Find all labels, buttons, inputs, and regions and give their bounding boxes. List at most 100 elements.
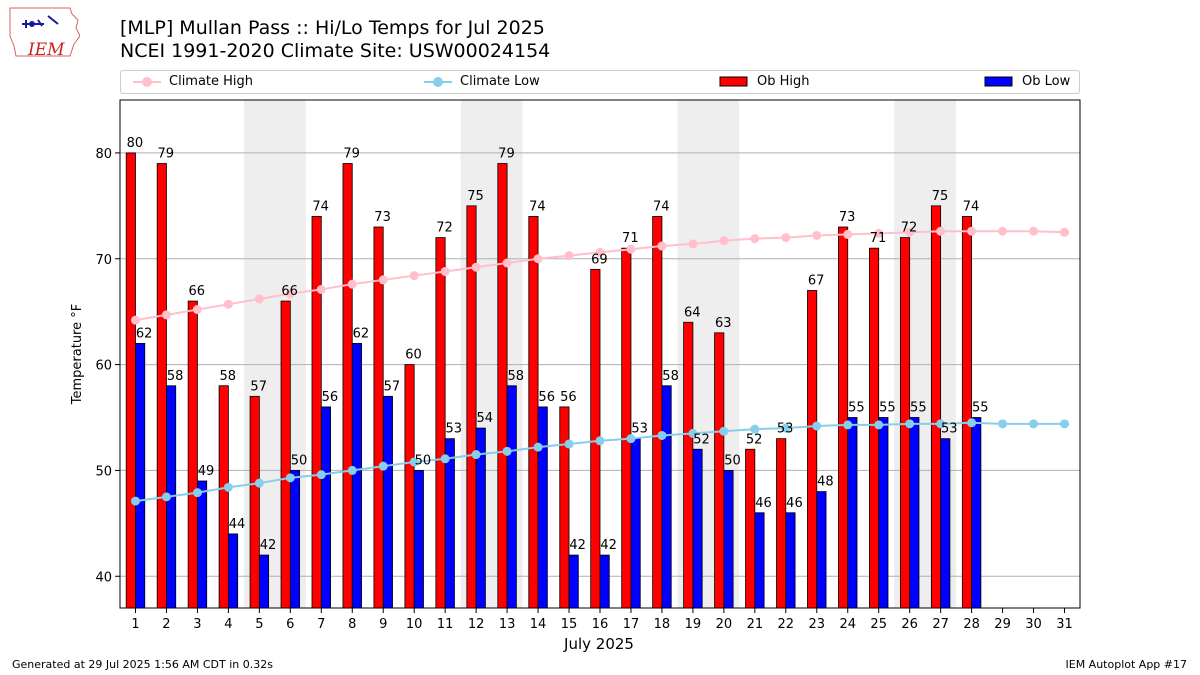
legend-ob-low: Ob Low bbox=[984, 74, 1070, 89]
climate-high-point bbox=[967, 226, 977, 236]
bar-ob-high bbox=[961, 216, 973, 609]
climate-low-point bbox=[719, 426, 729, 436]
climate-low-point bbox=[843, 420, 853, 430]
x-tick-label: 24 bbox=[839, 617, 856, 632]
label-ob-high: 71 bbox=[622, 231, 639, 246]
climate-low-point bbox=[316, 470, 326, 480]
climate-low-point bbox=[409, 457, 419, 467]
label-ob-low: 50 bbox=[724, 453, 741, 468]
x-axis-label: July 2025 bbox=[563, 635, 634, 653]
label-ob-low: 58 bbox=[662, 369, 679, 384]
climate-high-point bbox=[812, 230, 822, 240]
label-ob-low: 50 bbox=[291, 453, 308, 468]
label-ob-low: 46 bbox=[755, 496, 772, 511]
legend-climate-low: Climate Low bbox=[424, 74, 540, 89]
line-marker-icon bbox=[133, 76, 161, 87]
climate-high-point bbox=[1060, 227, 1070, 237]
label-ob-low: 56 bbox=[322, 390, 339, 405]
iem-logo: IEM bbox=[8, 6, 81, 60]
bar-ob-low bbox=[971, 417, 982, 609]
label-ob-high: 74 bbox=[312, 199, 329, 214]
label-ob-low: 42 bbox=[569, 538, 586, 553]
bar-ob-low bbox=[785, 512, 796, 609]
climate-high-point bbox=[223, 299, 233, 309]
bar-swatch-icon bbox=[984, 76, 1013, 86]
bar-ob-high bbox=[714, 332, 725, 609]
bar-ob-high bbox=[528, 216, 539, 609]
legend-label: Ob High bbox=[757, 74, 810, 89]
label-ob-high: 58 bbox=[219, 369, 236, 384]
data-labels: 80 62 79 58 66 49 58 44 57 42 66 50 74 56 79 62 73 57 60 50… bbox=[127, 136, 989, 553]
label-ob-low: 58 bbox=[507, 369, 524, 384]
climate-low-point bbox=[378, 461, 388, 471]
x-tick-label: 28 bbox=[963, 617, 980, 632]
bar-ob-high bbox=[776, 438, 787, 609]
x-tick-label: 29 bbox=[994, 617, 1011, 632]
label-ob-high: 71 bbox=[870, 231, 887, 246]
bar-ob-low bbox=[537, 406, 548, 609]
bar-ob-low bbox=[197, 480, 208, 609]
climate-low-point bbox=[750, 424, 760, 434]
label-ob-high: 66 bbox=[189, 284, 206, 299]
label-ob-low: 54 bbox=[477, 411, 494, 426]
climate-high-point bbox=[440, 266, 450, 276]
climate-high-point bbox=[874, 228, 884, 238]
x-tick-label: 12 bbox=[468, 617, 485, 632]
climate-high-point bbox=[626, 244, 636, 254]
bar-ob-low bbox=[878, 417, 889, 609]
label-ob-low: 42 bbox=[260, 538, 277, 553]
label-ob-high: 80 bbox=[127, 136, 144, 151]
climate-high-point bbox=[719, 236, 729, 246]
iowa-map-icon bbox=[9, 7, 81, 57]
climate-low-point bbox=[657, 430, 667, 440]
y-tick-label: 60 bbox=[95, 359, 112, 374]
bar-ob-low bbox=[940, 438, 951, 609]
bar-ob-low bbox=[135, 343, 146, 609]
y-tick-label: 80 bbox=[95, 147, 112, 162]
label-ob-high: 66 bbox=[281, 284, 298, 299]
label-ob-low: 55 bbox=[848, 401, 865, 416]
bar-ob-low bbox=[692, 448, 703, 609]
x-tick-label: 8 bbox=[348, 617, 356, 632]
climate-high-point bbox=[998, 226, 1008, 236]
x-tick-label: 15 bbox=[561, 617, 578, 632]
x-tick-label: 3 bbox=[193, 617, 201, 632]
bar-ob-low bbox=[258, 554, 270, 609]
label-ob-high: 72 bbox=[436, 221, 453, 236]
climate-high-point bbox=[781, 233, 791, 243]
climate-low-point bbox=[285, 473, 295, 483]
legend-ob-high: Ob High bbox=[719, 74, 810, 89]
x-tick-label: 22 bbox=[778, 617, 795, 632]
label-ob-low: 55 bbox=[910, 401, 927, 416]
bar-ob-high bbox=[621, 247, 632, 609]
label-ob-high: 73 bbox=[374, 210, 391, 225]
label-ob-high: 79 bbox=[343, 147, 360, 162]
bar-ob-high bbox=[342, 163, 353, 609]
climate-low-point bbox=[161, 492, 171, 502]
line-marker-icon bbox=[424, 76, 452, 87]
label-ob-high: 73 bbox=[839, 210, 856, 225]
x-tick-label: 17 bbox=[623, 617, 640, 632]
climate-low-point bbox=[812, 421, 822, 431]
climate-low-point bbox=[626, 434, 636, 444]
label-ob-high: 69 bbox=[591, 252, 608, 267]
climate-high-point bbox=[347, 279, 357, 289]
climate-low-point bbox=[1029, 419, 1039, 429]
bar-ob-high bbox=[218, 385, 229, 609]
bar-ob-high bbox=[683, 321, 694, 609]
x-tick-label: 11 bbox=[437, 617, 454, 632]
label-ob-high: 67 bbox=[808, 274, 825, 289]
x-tick-label: 18 bbox=[654, 617, 671, 632]
climate-low-point bbox=[874, 420, 884, 430]
bar-ob-high bbox=[125, 152, 136, 609]
climate-low-point bbox=[781, 423, 791, 433]
bar-ob-low bbox=[909, 417, 920, 609]
climate-high-point bbox=[161, 310, 171, 320]
bar-ob-high bbox=[745, 448, 756, 609]
bar-ob-low bbox=[754, 512, 765, 609]
label-ob-high: 79 bbox=[158, 147, 175, 162]
bar-ob-low bbox=[630, 438, 641, 609]
climate-low-point bbox=[533, 442, 543, 452]
bars bbox=[125, 152, 982, 609]
